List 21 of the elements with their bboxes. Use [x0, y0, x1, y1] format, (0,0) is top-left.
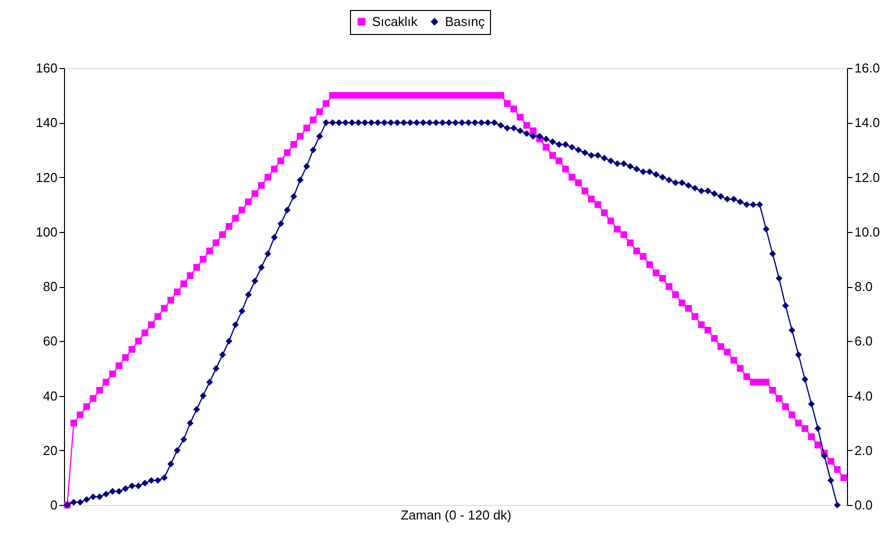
y-tick-label: 0 — [50, 498, 58, 512]
y2-tick-label: 10.0 — [854, 224, 880, 240]
y-tick-label: 140 — [36, 115, 58, 130]
legend-label: Sıcaklık — [372, 14, 418, 29]
y2-tick-label: 2.0 — [854, 442, 873, 458]
y2-tick-label: 4.0 — [854, 388, 873, 404]
y-tick-label: 160 — [36, 60, 58, 76]
y2-tick-label: 12.0 — [854, 170, 880, 185]
y-tick-label: 80 — [43, 279, 58, 294]
legend-label: Basınç — [445, 14, 486, 29]
x-axis-title: Zaman (0 - 120 dk) — [400, 508, 512, 522]
y2-tick-label: 16.0 — [854, 60, 880, 76]
y-tick-label: 120 — [36, 170, 58, 185]
y2-tick-label: 0.0 — [854, 498, 873, 512]
y-tick-label: 60 — [43, 334, 58, 349]
y2-tick-label: 6.0 — [854, 334, 873, 349]
y-tick-label: 40 — [43, 388, 58, 404]
y2-tick-label: 14.0 — [854, 115, 880, 130]
y-tick-label: 20 — [43, 442, 58, 458]
y-tick-label: 100 — [36, 224, 58, 240]
y2-tick-label: 8.0 — [854, 279, 873, 294]
